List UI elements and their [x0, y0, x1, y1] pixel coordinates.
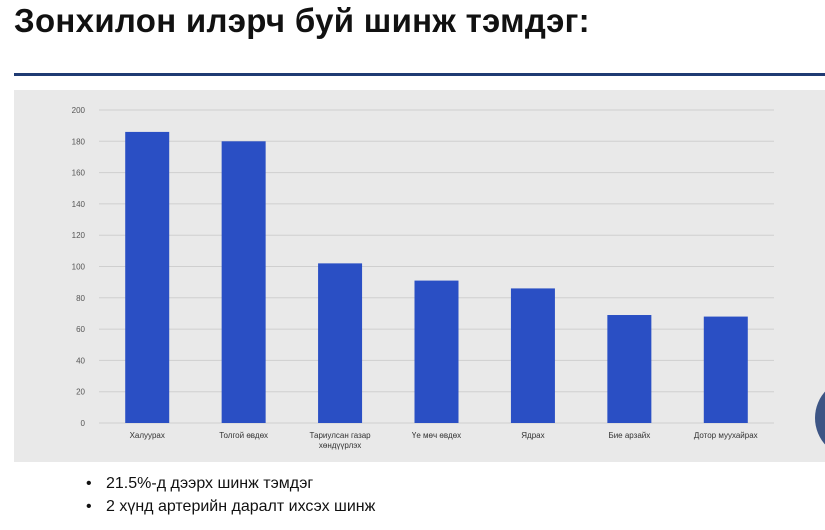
x-tick-label: Ядрах	[521, 431, 544, 440]
bullet-item: 2 хүнд артерийн даралт ихсэх шинж	[86, 495, 375, 518]
bar	[414, 280, 459, 423]
y-tick-label: 120	[72, 231, 86, 240]
decorative-edge-shape	[815, 378, 825, 458]
x-tick-label-line: Үе мөч өвдөх	[412, 431, 461, 440]
x-tick-label: Дотор муухайрах	[694, 431, 758, 440]
bar	[221, 141, 266, 424]
x-tick-label-line: Дотор муухайрах	[694, 431, 758, 440]
x-tick-label: Бие арзайх	[608, 431, 650, 440]
x-tick-label-line: Халуурах	[130, 431, 165, 440]
x-tick-label: Халуурах	[130, 431, 165, 440]
x-tick-label: Тариулсан газар хөндүүрлэх	[309, 431, 371, 450]
bar	[125, 131, 170, 423]
y-tick-label: 200	[72, 106, 86, 115]
y-tick-label: 140	[72, 200, 86, 209]
y-tick-label: 0	[81, 419, 86, 428]
y-tick-label: 40	[76, 356, 85, 365]
bar	[510, 288, 555, 423]
bar	[318, 263, 363, 423]
y-tick-label: 80	[76, 294, 85, 303]
x-tick-label-line: Бие арзайх	[608, 431, 650, 440]
y-tick-label: 20	[76, 388, 85, 397]
x-tick-label: Үе мөч өвдөх	[412, 431, 461, 440]
bar	[607, 315, 652, 423]
slide-title: Зонхилон илэрч буй шинж тэмдэг:	[14, 2, 590, 39]
y-tick-label: 100	[72, 263, 86, 272]
y-tick-label: 60	[76, 325, 85, 334]
chart-panel: 0 20 40 60 80 100 120 140 160 180 200 Халуурах Толго…	[14, 90, 825, 462]
bar-chart: 0 20 40 60 80 100 120 140 160 180 200 Халуурах Толго…	[72, 106, 774, 450]
title-divider	[14, 73, 825, 76]
y-tick-label: 180	[72, 137, 86, 146]
bullet-item: 21.5%-д дээрх шинж тэмдэг	[86, 472, 375, 495]
x-tick-label-line: хөндүүрлэх	[319, 441, 361, 450]
y-tick-label: 160	[72, 169, 86, 178]
x-tick-label-line: Ядрах	[521, 431, 544, 440]
x-tick-label: Толгой өвдөх	[219, 431, 268, 440]
bullet-list: 21.5%-д дээрх шинж тэмдэг 2 хүнд артерий…	[86, 472, 375, 518]
x-tick-label-line: Толгой өвдөх	[219, 431, 268, 440]
bar	[703, 316, 748, 423]
x-tick-label-line: Тариулсан газар	[309, 431, 371, 440]
